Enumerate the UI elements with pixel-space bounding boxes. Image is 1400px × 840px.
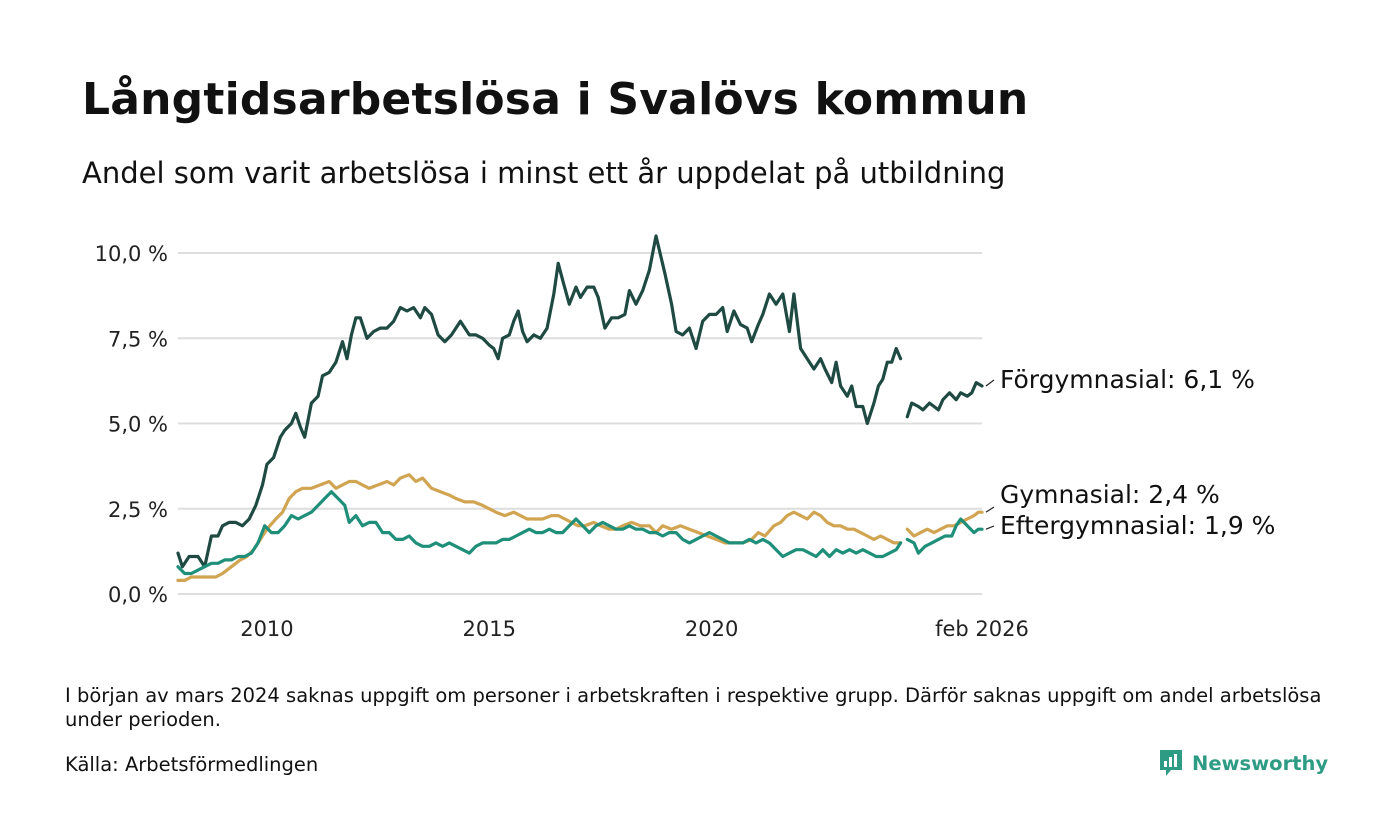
x-tick-label: 2020 xyxy=(685,617,738,641)
label-leader-line xyxy=(985,506,995,513)
chart-subtitle: Andel som varit arbetslösa i minst ett å… xyxy=(82,156,1006,190)
label-leader-line xyxy=(985,379,995,387)
line-chart: 0,0 % 2,5 % 5,0 % 7,5 % 10,0 % 2010 2015 2020 f… xyxy=(95,234,1275,641)
source-credit: Källa: Arbetsförmedlingen xyxy=(65,753,319,776)
series-line-förgymnasial xyxy=(176,234,984,569)
x-tick-label: feb 2026 xyxy=(935,617,1029,641)
x-tick-label: 2010 xyxy=(240,617,293,641)
newsworthy-logo: Newsworthy xyxy=(1158,748,1328,778)
newsworthy-logo-icon xyxy=(1160,750,1182,776)
series-line-eftergymnasial xyxy=(176,490,984,576)
y-tick-label: 0,0 % xyxy=(108,583,168,607)
y-tick-label: 10,0 % xyxy=(95,242,168,266)
y-tick-label: 5,0 % xyxy=(108,413,168,437)
y-tick-label: 2,5 % xyxy=(108,498,168,522)
label-leader-line xyxy=(985,525,995,530)
y-tick-label: 7,5 % xyxy=(108,327,168,351)
series-label-förgymnasial: Förgymnasial: 6,1 % xyxy=(1000,365,1255,394)
chart-title: Långtidsarbetslösa i Svalövs kommun xyxy=(82,74,1029,125)
series-label-eftergymnasial: Eftergymnasial: 1,9 % xyxy=(1000,511,1275,540)
x-tick-label: 2015 xyxy=(463,617,516,641)
series-line-gymnasial xyxy=(176,473,984,582)
footnote: I början av mars 2024 saknas uppgift om … xyxy=(65,684,1322,731)
brand-name: Newsworthy xyxy=(1192,751,1329,775)
series-label-gymnasial: Gymnasial: 2,4 % xyxy=(1000,480,1220,509)
